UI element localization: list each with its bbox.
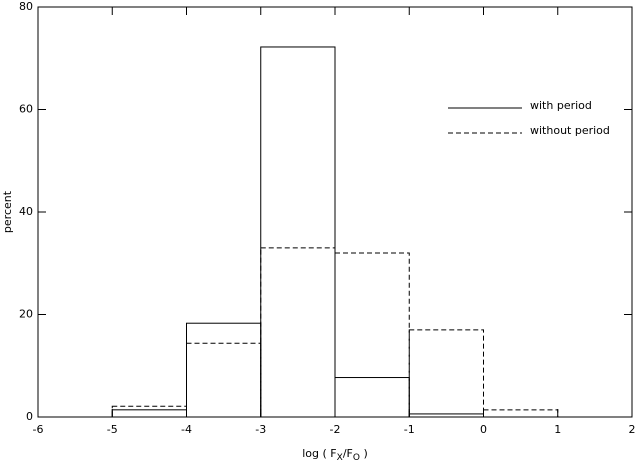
x-tick-label: 2: [629, 423, 636, 436]
histogram-bar: [334, 252, 410, 418]
legend-label: with period: [530, 99, 592, 112]
y-tick-label: 80: [19, 0, 33, 13]
x-axis-label-part: ): [360, 447, 368, 460]
x-axis-label-part: O: [353, 453, 360, 463]
y-tick-label: 60: [19, 103, 33, 116]
y-tick-label: 40: [19, 205, 33, 218]
histogram-bar: [111, 405, 187, 418]
histogram-bar: [334, 377, 410, 418]
histogram-bar: [111, 409, 187, 418]
x-tick-label: -6: [33, 423, 44, 436]
histogram-bar: [186, 342, 262, 418]
x-tick-label: 1: [554, 423, 561, 436]
x-axis-label: log ( FX/FO ): [302, 447, 368, 463]
y-axis-label: percent: [1, 190, 14, 233]
x-tick-label: -2: [330, 423, 341, 436]
x-tick-label: 0: [480, 423, 487, 436]
x-axis-label-part: X: [337, 453, 343, 463]
x-tick-label: -3: [255, 423, 266, 436]
x-axis-label-part: log ( F: [302, 447, 336, 460]
histogram-bar: [408, 329, 484, 418]
y-tick-label: 20: [19, 308, 33, 321]
histogram-bar: [186, 322, 262, 418]
x-axis-label-part: /F: [343, 447, 353, 460]
y-tick-label: 0: [26, 410, 33, 423]
x-tick-label: -4: [181, 423, 192, 436]
histogram-bar: [260, 46, 336, 418]
x-tick-label: -1: [404, 423, 415, 436]
histogram-bar: [483, 409, 559, 418]
histogram-bar: [260, 247, 336, 418]
legend-label: without period: [530, 124, 610, 137]
x-tick-label: -5: [107, 423, 118, 436]
